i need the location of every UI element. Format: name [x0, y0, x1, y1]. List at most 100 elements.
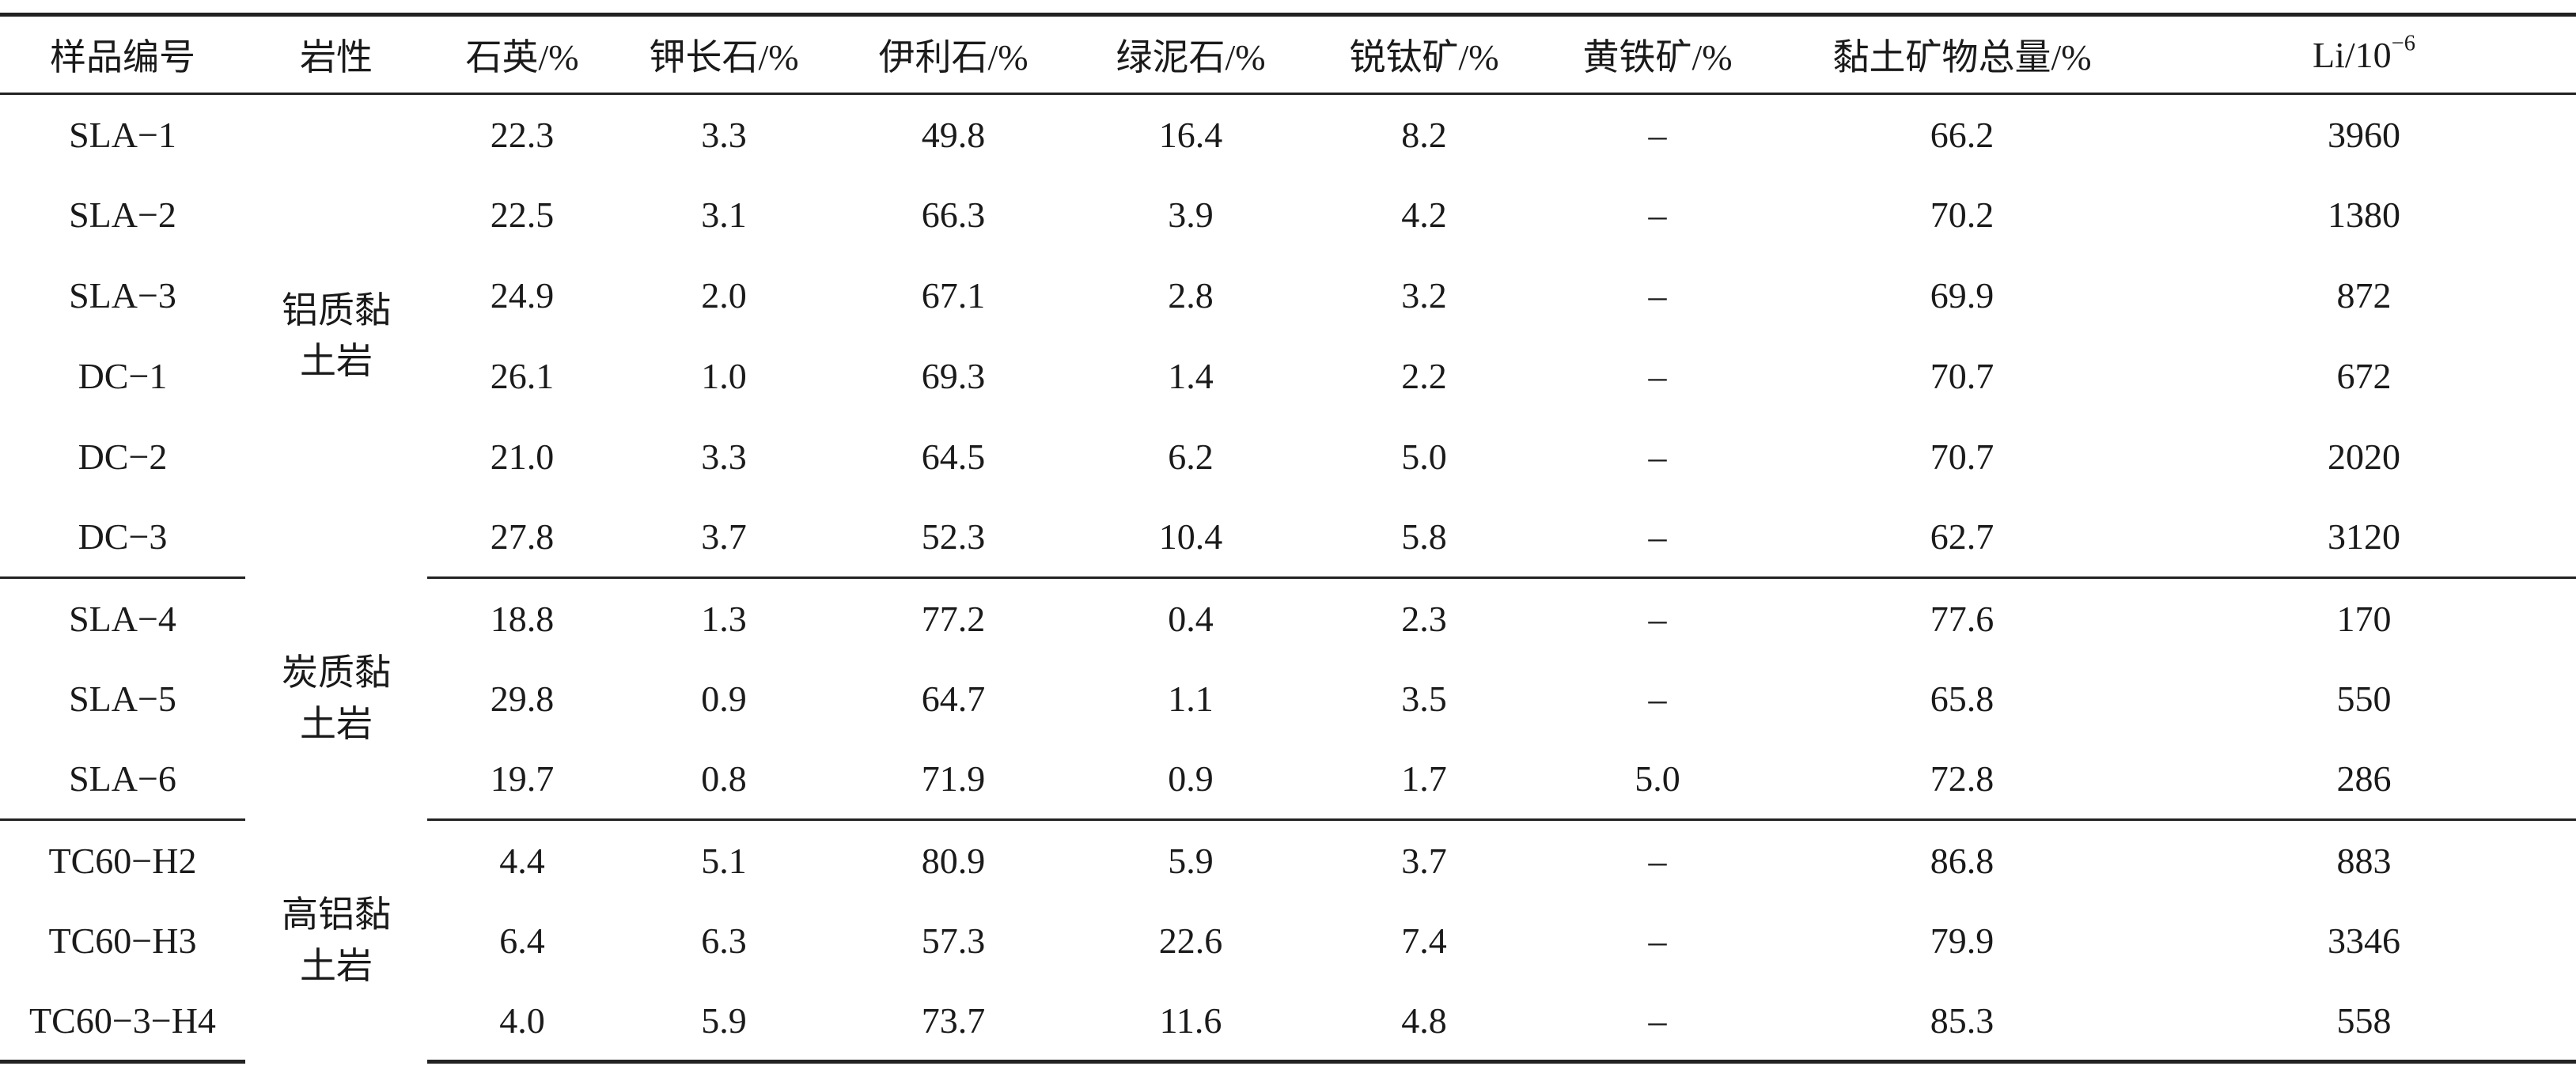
sample-id-cell: SLA−1: [69, 114, 176, 155]
li-cell: 3346: [2328, 920, 2400, 961]
pyrite-cell: –: [1648, 114, 1667, 155]
li-cell: 3960: [2328, 114, 2400, 155]
illite-cell: 80.9: [921, 840, 986, 881]
header-li: Li/10−6: [2152, 13, 2576, 95]
illite-cell: 67.1: [921, 275, 986, 316]
lithology-cell: 高铝黏 土岩: [245, 820, 427, 1062]
lithology-label: 高铝黏: [282, 894, 391, 936]
lithology-label: 铝质黏: [282, 289, 391, 331]
chlorite-cell: 11.6: [1076, 981, 1305, 1064]
lithology-cell: 铝质黏 土岩: [245, 94, 427, 578]
clay-total-cell: 70.7: [1930, 437, 1995, 477]
header-anatase: 锐钛矿/%: [1305, 13, 1543, 95]
mineral-composition-table: 样品编号 岩性 石英/% 钾长石/% 伊利石/% 绿泥石/% 锐钛矿/% 黄铁矿…: [0, 13, 2576, 1064]
table-row: TC60−3−H4 4.0 5.9 73.7 11.6 4.8–85.3 558: [0, 981, 2576, 1064]
k-feldspar-cell: 0.8: [617, 739, 831, 821]
pyrite-cell: –: [1543, 497, 1772, 579]
quartz-cell: 22.3: [490, 114, 555, 155]
clay-total-cell: 86.8: [1930, 840, 1995, 881]
sample-id-cell: SLA−4: [69, 598, 176, 639]
illite-cell: 66.3: [921, 195, 986, 235]
li-cell: 672: [2336, 356, 2392, 396]
pyrite-cell: –: [1648, 920, 1667, 961]
table-row: TC60−H2 高铝黏 土岩 4.4 5.1 80.9 5.9 3.7 – 86.8 883: [0, 820, 2576, 986]
sample-id-cell: TC60−H3: [48, 920, 197, 961]
illite-cell: 77.2: [921, 598, 986, 639]
header-quartz: 石英/%: [427, 13, 617, 95]
table-row: SLA−3 24.9 2.0 67.1 2.8 3.2 – 69.9 872: [0, 255, 2576, 336]
sample-id-cell: TC60−H2: [48, 840, 197, 881]
sample-id-cell: SLA−3: [69, 275, 176, 316]
li-cell: 1380: [2328, 195, 2400, 235]
table-row: DC−2 21.0 3.3 64.5 6.2 5.0 – 70.7 2020: [0, 417, 2576, 497]
anatase-cell: 2.3: [1401, 598, 1447, 639]
lithology-label: 土岩: [300, 341, 373, 382]
li-cell: 286: [2152, 739, 2576, 821]
k-feldspar-cell: 5.1: [701, 840, 747, 881]
quartz-cell: 29.8: [490, 679, 555, 719]
pyrite-cell: –: [1648, 356, 1667, 396]
chlorite-cell: 1.1: [1168, 679, 1214, 719]
sample-id-cell: SLA−6: [0, 739, 245, 821]
anatase-cell: 5.0: [1401, 437, 1447, 477]
header-pyrite: 黄铁矿/%: [1543, 13, 1772, 95]
k-feldspar-cell: 5.9: [617, 981, 831, 1064]
quartz-cell: 26.1: [490, 356, 555, 396]
clay-total-cell: 70.2: [1930, 195, 1995, 235]
clay-total-cell: 79.9: [1930, 920, 1995, 961]
header-sample-id: 样品编号: [0, 13, 245, 95]
chlorite-cell: 0.9: [1076, 739, 1305, 821]
header-lithology: 岩性: [245, 13, 427, 95]
quartz-cell: 21.0: [490, 437, 555, 477]
li-cell: 170: [2336, 598, 2392, 639]
table-row: DC−3 27.8 3.7 52.3 10.4 5.8–62.7 3120: [0, 497, 2576, 579]
chlorite-cell: 3.9: [1168, 195, 1214, 235]
k-feldspar-cell: 3.7: [617, 497, 831, 579]
k-feldspar-cell: 1.0: [701, 356, 747, 396]
header-k-feldspar: 钾长石/%: [617, 13, 831, 95]
anatase-cell: 1.7: [1305, 739, 1543, 821]
pyrite-cell: –: [1648, 598, 1667, 639]
clay-total-cell: 72.8: [1772, 739, 2152, 821]
li-cell: 558: [2152, 981, 2576, 1064]
clay-total-cell: 85.3: [1772, 981, 2152, 1064]
k-feldspar-cell: 3.3: [701, 437, 747, 477]
chlorite-cell: 0.4: [1168, 598, 1214, 639]
li-cell: 550: [2336, 679, 2392, 719]
illite-cell: 64.5: [921, 437, 986, 477]
clay-total-cell: 77.6: [1930, 598, 1995, 639]
table-row: SLA−1 铝质黏 土岩 22.3 3.3 49.8 16.4 8.2 – 66.2 3960: [0, 94, 2576, 382]
clay-total-cell: 70.7: [1930, 356, 1995, 396]
anatase-cell: 3.5: [1401, 679, 1447, 719]
sample-id-cell: TC60−3−H4: [0, 981, 245, 1064]
sample-id-cell: DC−2: [78, 437, 168, 477]
pyrite-cell: 5.0: [1543, 739, 1772, 821]
chlorite-cell: 10.4: [1076, 497, 1305, 579]
table-row: SLA−6 19.7 0.8 71.9 0.9 1.7 5.0 72.8 286: [0, 739, 2576, 821]
clay-total-cell: 69.9: [1930, 275, 1995, 316]
lithology-label: 炭质黏: [282, 652, 391, 694]
sample-id-cell: SLA−5: [69, 679, 176, 719]
anatase-cell: 4.2: [1401, 195, 1447, 235]
anatase-cell: 8.2: [1401, 114, 1447, 155]
k-feldspar-cell: 3.3: [701, 114, 747, 155]
chlorite-cell: 5.9: [1168, 840, 1214, 881]
header-illite: 伊利石/%: [831, 13, 1076, 95]
pyrite-cell: –: [1543, 981, 1772, 1064]
sample-id-cell: SLA−2: [69, 195, 176, 235]
table-row: TC60−H3 6.4 6.3 57.3 22.6 7.4 – 79.9 3346: [0, 901, 2576, 981]
chlorite-cell: 6.2: [1168, 437, 1214, 477]
quartz-cell: 18.8: [490, 598, 555, 639]
li-cell: 3120: [2152, 497, 2576, 579]
k-feldspar-cell: 1.3: [701, 598, 747, 639]
k-feldspar-cell: 3.1: [701, 195, 747, 235]
header-li-label: Li/10: [2312, 34, 2392, 75]
header-chlorite: 绿泥石/%: [1076, 13, 1305, 95]
illite-cell: 49.8: [921, 114, 986, 155]
illite-cell: 57.3: [921, 920, 986, 961]
li-cell: 2020: [2328, 437, 2400, 477]
illite-cell: 64.7: [921, 679, 986, 719]
illite-cell: 73.7: [831, 981, 1076, 1064]
table-row: SLA−2 22.5 3.1 66.3 3.9 4.2 – 70.2 1380: [0, 175, 2576, 255]
illite-cell: 69.3: [921, 356, 986, 396]
